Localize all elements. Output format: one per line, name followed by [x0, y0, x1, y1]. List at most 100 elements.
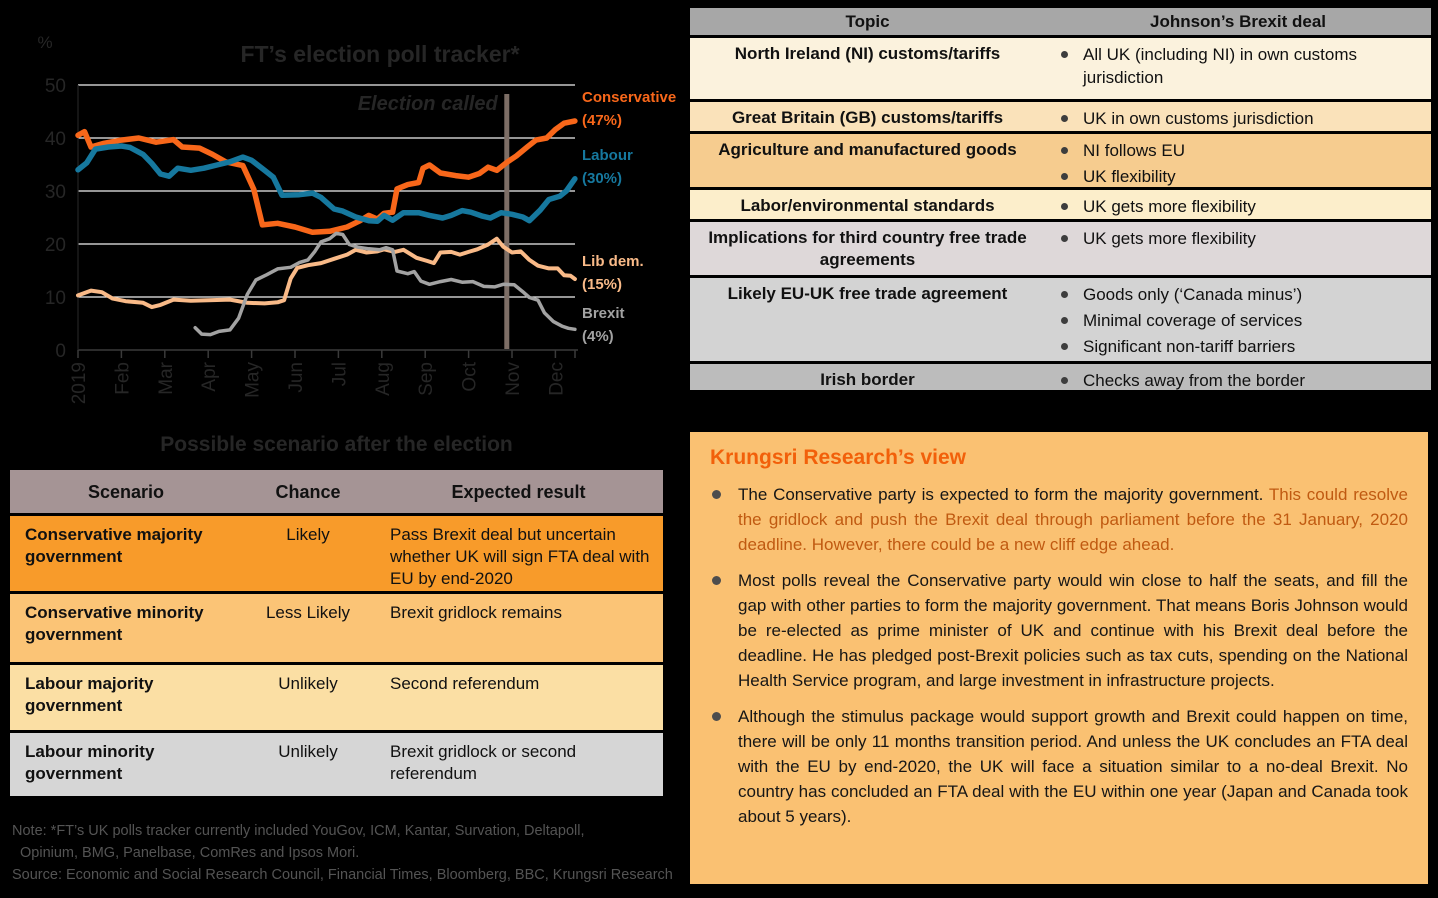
- bullet-icon: [1061, 51, 1068, 58]
- bullet-icon: [1061, 317, 1068, 324]
- x-tick-label: 2019: [69, 362, 90, 404]
- y-tick-label: 50: [45, 76, 66, 97]
- list-item: All UK (including NI) in own customs jur…: [1045, 43, 1371, 89]
- scenario-table: Scenario Chance Expected result Conserva…: [10, 470, 663, 799]
- bullet-icon: [712, 490, 721, 499]
- list-item: Minimal coverage of services: [1045, 309, 1371, 332]
- series-line-libdem: [76, 236, 577, 310]
- table-header-row: Scenario Chance Expected result: [10, 470, 663, 516]
- x-tick-label: Sep: [416, 362, 437, 396]
- table-row: Conservative minority government Less Li…: [10, 594, 663, 665]
- bullet-icon: [1061, 203, 1068, 210]
- deal-cell: UK gets more flexibility: [1045, 190, 1431, 219]
- series-line-conservative: [75, 118, 578, 236]
- bullet-icon: [1061, 173, 1068, 180]
- bullet-icon: [1061, 291, 1068, 298]
- chance-cell: Less Likely: [265, 603, 351, 622]
- x-tick-label: Dec: [546, 362, 567, 396]
- chance-cell: Likely: [286, 525, 330, 544]
- scenario-cell: Labour minority government: [25, 742, 155, 783]
- y-axis-unit-label: %: [37, 33, 52, 52]
- chart-title: FT’s election poll tracker*: [240, 41, 519, 67]
- column-header-result: Expected result: [451, 481, 586, 502]
- x-tick-label: Oct: [460, 361, 481, 391]
- research-view-panel: Krungsri Research’s view The Conservativ…: [690, 432, 1428, 884]
- column-header-chance: Chance: [275, 481, 341, 502]
- legend-value-labour: (30%): [582, 170, 622, 187]
- deal-cell: Checks away from the border: [1045, 364, 1431, 390]
- scenario-table-title: Possible scenario after the election: [160, 433, 513, 456]
- view-bullet: Most polls reveal the Conservative party…: [710, 568, 1408, 693]
- table-row: Labor/environmental standards UK gets mo…: [690, 190, 1431, 222]
- deal-cell: UK in own customs jurisdiction: [1045, 102, 1431, 131]
- bullet-text: UK in own customs jurisdiction: [1083, 109, 1314, 128]
- poll-tracker-panel: 0 10 20 30 40 50% 2019 Feb Mar Apr May Jun Jul Aug Sep…: [0, 0, 688, 430]
- scenario-cell: Conservative minority government: [25, 603, 204, 644]
- bullet-text-black: Most polls reveal the Conservative party…: [738, 571, 1408, 690]
- bullet-text: UK gets more flexibility: [1083, 197, 1256, 216]
- bullet-icon: [712, 576, 721, 585]
- bullet-text-black: Although the stimulus package would supp…: [738, 707, 1408, 826]
- series-line-labour: [75, 143, 578, 224]
- x-tick-label: May: [243, 362, 264, 398]
- result-cell: Brexit gridlock or second referendum: [390, 742, 577, 783]
- y-tick-label: 10: [45, 288, 66, 309]
- table-row: Labour majority government Unlikely Seco…: [10, 665, 663, 733]
- x-tick-label: Aug: [373, 362, 394, 396]
- list-item: Significant non-tariff barriers: [1045, 335, 1371, 358]
- bullet-text: UK flexibility: [1083, 167, 1176, 186]
- bullet-text: Minimal coverage of services: [1083, 311, 1303, 330]
- view-bullet: Although the stimulus package would supp…: [710, 704, 1408, 829]
- list-item: UK gets more flexibility: [1045, 227, 1371, 250]
- legend-label-libdem: Lib dem.: [582, 253, 644, 270]
- column-header-deal: Johnson’s Brexit deal: [1149, 12, 1327, 31]
- deal-cell: NI follows EU UK flexibility: [1045, 134, 1431, 187]
- list-item: Checks away from the border: [1045, 369, 1371, 390]
- topic-cell: Irish border: [820, 370, 915, 389]
- footnotes: Note: *FT’s UK polls tracker currently i…: [12, 820, 688, 886]
- table-row: North Ireland (NI) customs/tariffs All U…: [690, 38, 1431, 102]
- topic-cell: Agriculture and manufactured goods: [718, 140, 1017, 159]
- topic-cell: Labor/environmental standards: [740, 196, 995, 215]
- x-tick-label: Apr: [199, 361, 220, 391]
- legend-value-conservative: (47%): [582, 112, 622, 129]
- chance-cell: Unlikely: [278, 674, 338, 693]
- series-line-brexit: [193, 231, 577, 337]
- bullet-text: All UK (including NI) in own customs jur…: [1083, 45, 1357, 87]
- y-tick-label: 20: [45, 235, 66, 256]
- table-row: Irish border Checks away from the border: [690, 364, 1431, 393]
- legend-label-labour: Labour: [582, 147, 633, 164]
- source-line: Source: Economic and Social Research Cou…: [12, 867, 673, 883]
- x-tick-label: Feb: [112, 362, 133, 395]
- result-cell: Second referendum: [390, 674, 540, 693]
- scenario-cell: Conservative majority government: [25, 525, 203, 566]
- table-row: Agriculture and manufactured goods NI fo…: [690, 134, 1431, 190]
- x-tick-label: Nov: [503, 362, 524, 396]
- legend-label-brexit: Brexit: [582, 305, 625, 322]
- panel-title: Krungsri Research’s view: [710, 446, 966, 469]
- result-cell: Pass Brexit deal but uncertain whether U…: [390, 525, 650, 588]
- bullet-text: Significant non-tariff barriers: [1083, 337, 1296, 356]
- result-cell: Brexit gridlock remains: [390, 603, 562, 622]
- deal-cell: Goods only (‘Canada minus’) Minimal cove…: [1045, 278, 1431, 361]
- legend-label-conservative: Conservative: [582, 89, 676, 106]
- topic-cell: Implications for third country free trad…: [708, 228, 1027, 269]
- scenario-cell: Labour majority government: [25, 674, 154, 715]
- bullet-text: Checks away from the border: [1083, 371, 1306, 390]
- bullet-icon: [1061, 343, 1068, 350]
- bullet-text-black: The Conservative party is expected to fo…: [738, 485, 1264, 504]
- view-bullet: The Conservative party is expected to fo…: [710, 482, 1408, 557]
- table-row: Labour minority government Unlikely Brex…: [10, 733, 663, 799]
- column-header-topic: Topic: [845, 11, 890, 31]
- table-row: Implications for third country free trad…: [690, 222, 1431, 278]
- deal-cell: All UK (including NI) in own customs jur…: [1045, 38, 1431, 99]
- election-annotation: Election called: [358, 93, 499, 115]
- bullet-text: UK gets more flexibility: [1083, 229, 1256, 248]
- bullet-icon: [1061, 377, 1068, 384]
- list-item: UK gets more flexibility: [1045, 195, 1371, 218]
- deal-cell: UK gets more flexibility: [1045, 222, 1431, 275]
- bullet-icon: [1061, 235, 1068, 242]
- list-item: UK flexibility: [1045, 165, 1371, 187]
- bullet-icon: [1061, 115, 1068, 122]
